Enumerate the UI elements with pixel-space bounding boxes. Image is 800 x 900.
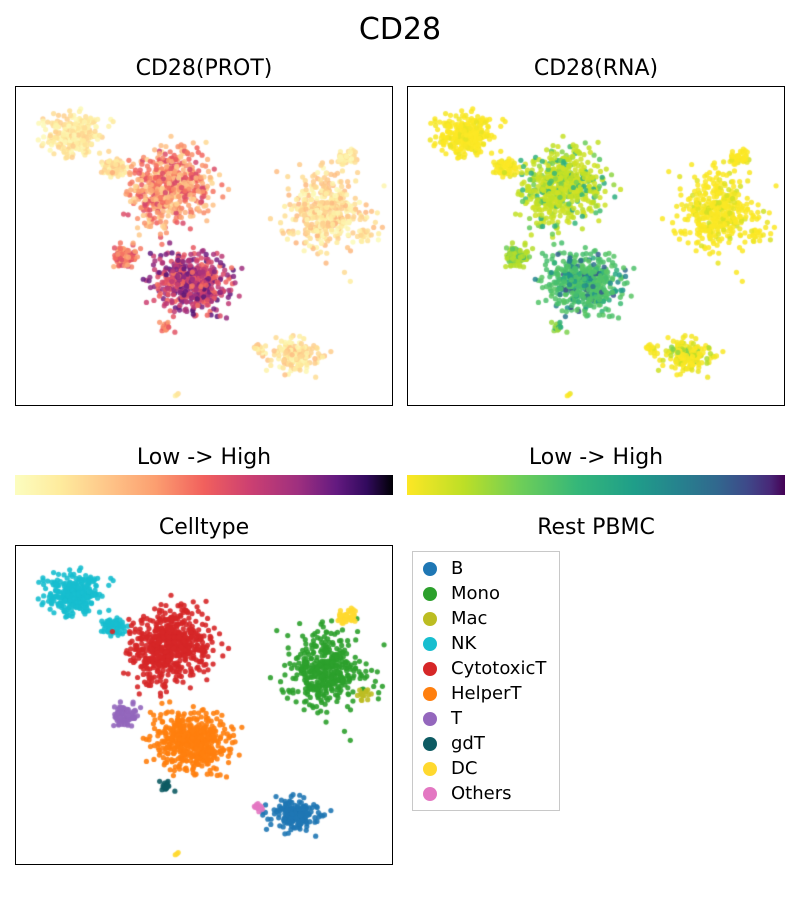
legend-label: Mac [451,608,487,629]
legend-box: B Mono Mac NK CytotoxicT HelperT TgdT DC Others [412,551,560,811]
subtitle-celltype: Celltype [15,515,393,540]
legend-item: Others [423,781,549,806]
scatter-prot [16,87,392,405]
legend-label: DC [451,758,477,779]
main-title: CD28 [0,12,800,47]
legend-label: Others [451,783,512,804]
colorbar-label-prot: Low -> High [15,445,393,470]
legend-swatch [423,712,437,726]
colorbar-prot [15,475,393,495]
colorbar-rna [407,475,785,495]
legend-item: Mac [423,606,549,631]
legend-swatch [423,737,437,751]
legend-label: HelperT [451,683,522,704]
subtitle-prot: CD28(PROT) [15,56,393,81]
legend-item: T [423,706,549,731]
panel-rna [407,86,785,406]
legend-item: CytotoxicT [423,656,549,681]
legend-swatch [423,762,437,776]
scatter-celltype [16,546,392,864]
colorbar-label-rna: Low -> High [407,445,785,470]
legend-swatch [423,687,437,701]
legend-label: Mono [451,583,500,604]
legend-swatch [423,612,437,626]
legend-swatch [423,587,437,601]
legend-label: gdT [451,733,485,754]
legend-item: B [423,556,549,581]
subtitle-rna: CD28(RNA) [407,56,785,81]
legend-label: B [451,558,463,579]
legend-item: DC [423,756,549,781]
legend-label: NK [451,633,476,654]
figure-root: CD28 CD28(PROT) CD28(RNA) Low -> High Lo… [0,0,800,900]
legend-item: Mono [423,581,549,606]
legend-swatch [423,662,437,676]
legend-swatch [423,562,437,576]
legend-swatch [423,637,437,651]
legend-item: NK [423,631,549,656]
panel-celltype [15,545,393,865]
scatter-rna [408,87,784,405]
legend-item: gdT [423,731,549,756]
legend-swatch [423,787,437,801]
legend-title: Rest PBMC [407,515,785,540]
panel-prot [15,86,393,406]
legend-label: T [451,708,462,729]
legend-item: HelperT [423,681,549,706]
legend-label: CytotoxicT [451,658,546,679]
